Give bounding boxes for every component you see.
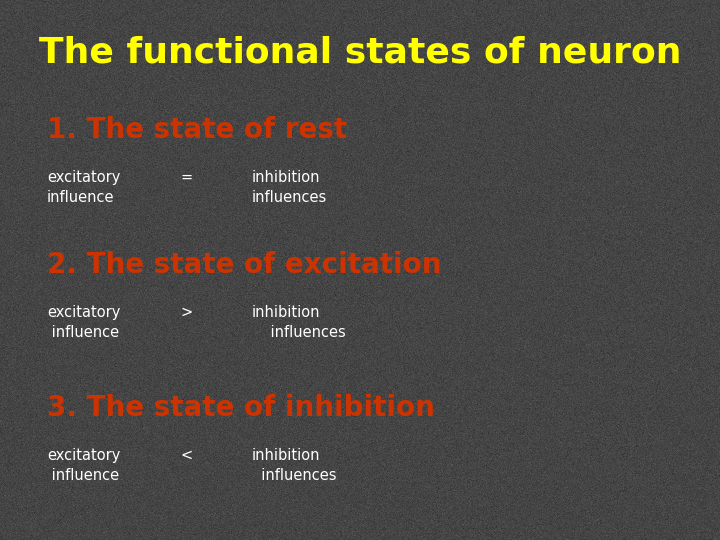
Text: inhibition
  influences: inhibition influences — [252, 448, 336, 483]
Text: 1. The state of rest: 1. The state of rest — [47, 116, 347, 144]
Text: excitatory
influence: excitatory influence — [47, 170, 120, 205]
Text: 2. The state of excitation: 2. The state of excitation — [47, 251, 441, 279]
Text: excitatory
 influence: excitatory influence — [47, 305, 120, 340]
Text: excitatory
 influence: excitatory influence — [47, 448, 120, 483]
Text: The functional states of neuron: The functional states of neuron — [39, 35, 681, 69]
Text: 3. The state of inhibition: 3. The state of inhibition — [47, 394, 435, 422]
Text: >: > — [180, 305, 192, 320]
Text: <: < — [180, 448, 192, 463]
Text: inhibition
influences: inhibition influences — [252, 170, 328, 205]
Text: =: = — [180, 170, 192, 185]
Text: inhibition
    influences: inhibition influences — [252, 305, 346, 340]
